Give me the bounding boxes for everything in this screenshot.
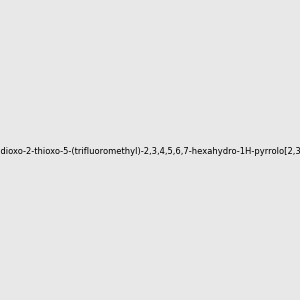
Text: N-[4-({1-[2-(3,4-dimethoxyphenyl)ethyl]-4,6-dioxo-2-thioxo-5-(trifluoromethyl)-2: N-[4-({1-[2-(3,4-dimethoxyphenyl)ethyl]-…: [0, 147, 300, 156]
